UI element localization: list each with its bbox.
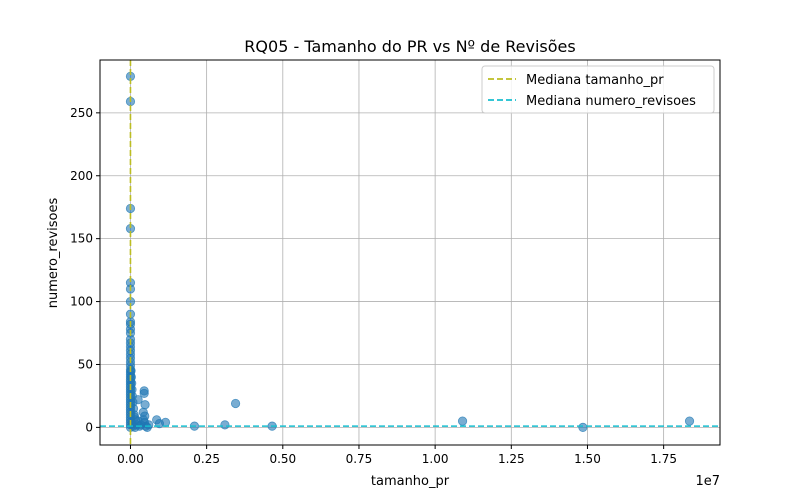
chart-title: RQ05 - Tamanho do PR vs Nº de Revisões: [244, 37, 575, 56]
data-point: [220, 420, 230, 430]
y-tick-label: 250: [70, 106, 93, 120]
y-axis-label: numero_revisoes: [46, 198, 61, 309]
x-axis-label: tamanho_pr: [371, 474, 450, 489]
y-tick-label: 200: [70, 169, 93, 183]
x-tick-label: 1.00: [422, 452, 449, 466]
x-tick-label: 0.50: [269, 452, 296, 466]
data-point: [457, 416, 468, 426]
x-tick-label: 0.25: [193, 452, 220, 466]
data-point: [160, 417, 171, 427]
data-point: [578, 422, 588, 432]
x-tick-label: 1.25: [498, 452, 525, 466]
legend-label-median-x: Mediana tamanho_pr: [526, 73, 664, 88]
data-point: [684, 416, 695, 426]
y-tick-label: 0: [85, 420, 93, 434]
y-axis-ticks: 0 50 100 150 200 250: [70, 106, 100, 434]
x-axis-offset-label: 1e7: [695, 474, 720, 489]
data-point: [230, 398, 241, 409]
x-tick-label: 0.75: [346, 452, 373, 466]
data-point: [144, 420, 154, 430]
plot-area-frame: [99, 59, 721, 446]
data-point: [139, 388, 149, 399]
median-lines: [100, 60, 720, 445]
x-tick-label: 1.50: [574, 452, 601, 466]
grid-lines: [100, 60, 720, 445]
y-tick-label: 100: [70, 295, 93, 309]
x-tick-label: 1.75: [650, 452, 677, 466]
x-tick-label: 0.00: [117, 452, 144, 466]
x-axis-ticks: 0.00 0.25 0.50 0.75 1.00 1.25 1.50 1.75: [117, 445, 677, 466]
y-tick-label: 150: [70, 232, 93, 246]
legend-label-median-y: Mediana numero_revisoes: [526, 94, 696, 109]
legend: Mediana tamanho_pr Mediana numero_reviso…: [481, 65, 715, 114]
legend-box: [481, 65, 715, 114]
y-tick-label: 50: [78, 357, 93, 371]
data-point: [133, 395, 143, 405]
